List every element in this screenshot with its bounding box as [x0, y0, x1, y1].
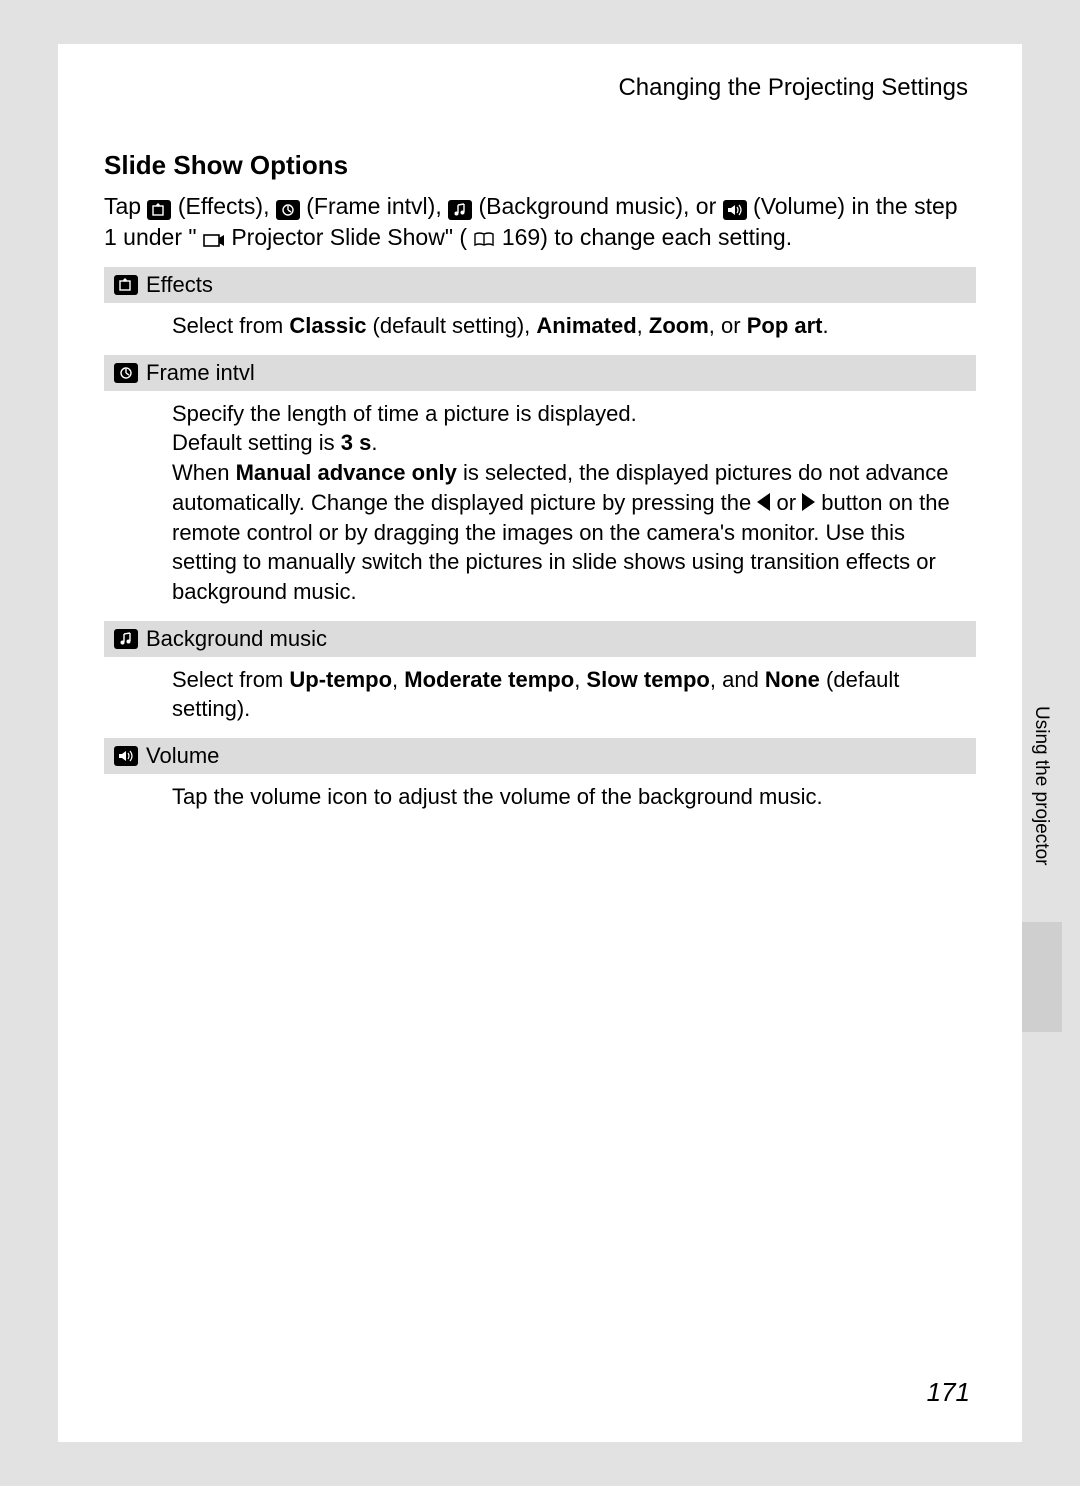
effects-header: Effects — [104, 267, 976, 303]
intro-text: Tap — [104, 193, 147, 219]
volume-icon — [114, 746, 138, 766]
volume-header: Volume — [104, 738, 976, 774]
book-ref-icon — [473, 230, 495, 248]
side-tab: Using the projector — [1022, 692, 1062, 1032]
side-tab-marker — [1022, 922, 1062, 1032]
manual-page: Changing the Projecting Settings Slide S… — [58, 44, 1022, 1442]
side-label: Using the projector — [1030, 706, 1052, 865]
option-label: Effects — [146, 272, 213, 298]
option-label: Volume — [146, 743, 219, 769]
music-body: Select from Up-tempo, Moderate tempo, Sl… — [104, 657, 976, 738]
volume-body: Tap the volume icon to adjust the volume… — [104, 774, 976, 826]
music-header: Background music — [104, 621, 976, 657]
music-icon — [448, 200, 472, 220]
effects-icon — [147, 200, 171, 220]
volume-icon — [723, 200, 747, 220]
effects-body: Select from Classic (default setting), A… — [104, 303, 976, 355]
frame-intvl-icon — [276, 200, 300, 220]
intro-text: (Background music), or — [479, 193, 723, 219]
left-arrow-icon — [757, 493, 770, 511]
right-arrow-icon — [802, 493, 815, 511]
intro-text: Projector Slide Show" ( — [231, 224, 467, 250]
intro-text: (Effects), — [178, 193, 276, 219]
frame-header: Frame intvl — [104, 355, 976, 391]
projector-icon — [203, 230, 225, 248]
frame-intvl-icon — [114, 363, 138, 383]
intro-text: (Frame intvl), — [306, 193, 448, 219]
page-header: Changing the Projecting Settings — [104, 74, 976, 102]
section-title: Slide Show Options — [104, 150, 976, 181]
music-icon — [114, 629, 138, 649]
intro-text: 169) to change each setting. — [502, 224, 792, 250]
effects-icon — [114, 275, 138, 295]
intro-paragraph: Tap (Effects), (Frame intvl), (Backgroun… — [104, 191, 976, 253]
page-number: 171 — [927, 1377, 970, 1408]
frame-body: Specify the length of time a picture is … — [104, 391, 976, 621]
option-label: Frame intvl — [146, 360, 255, 386]
option-label: Background music — [146, 626, 327, 652]
